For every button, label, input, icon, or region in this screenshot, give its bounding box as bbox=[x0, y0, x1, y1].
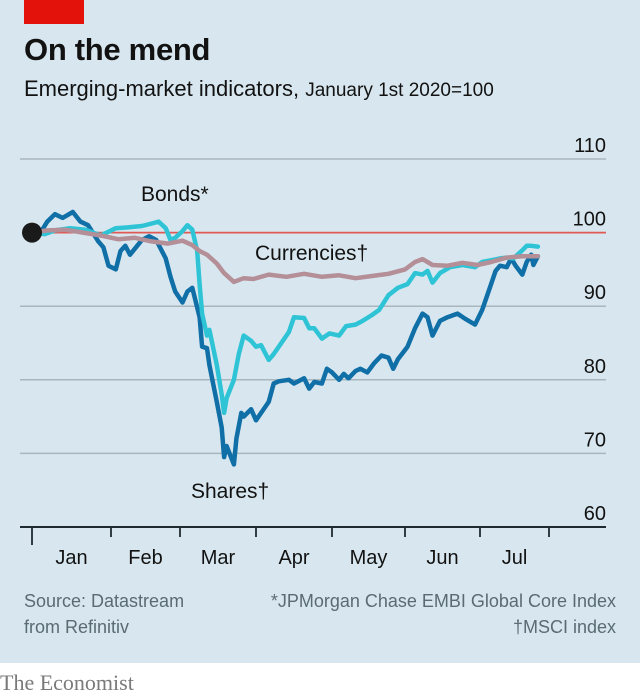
x-tick-label: Apr bbox=[278, 547, 309, 569]
x-tick-label: Mar bbox=[201, 547, 236, 569]
x-tick-label: Jul bbox=[502, 547, 528, 569]
series-line-bonds bbox=[29, 219, 541, 416]
footnote-bonds: *JPMorgan Chase EMBI Global Core Index bbox=[270, 591, 616, 611]
series-annotations: Bonds* Currencies† Shares† bbox=[141, 183, 368, 503]
start-marker bbox=[22, 222, 42, 243]
subtitle-main: Emerging-market indicators, bbox=[24, 76, 300, 101]
y-tick-label: 90 bbox=[584, 282, 606, 304]
chart-subtitle: Emerging-market indicators, January 1st … bbox=[24, 76, 494, 102]
y-tick-label: 100 bbox=[573, 209, 606, 231]
y-tick-label: 110 bbox=[574, 135, 606, 157]
series-line-shares bbox=[29, 209, 541, 467]
publisher-logo: The Economist bbox=[0, 670, 134, 695]
y-tick-label: 80 bbox=[584, 356, 606, 378]
source-line-1: Source: Datastream bbox=[24, 591, 185, 611]
annotation-shares: Shares† bbox=[191, 480, 269, 503]
series-lines bbox=[29, 209, 541, 467]
footnote-msci: †MSCI index bbox=[512, 617, 616, 637]
chart-title: On the mend bbox=[24, 32, 211, 67]
gridlines bbox=[20, 158, 606, 455]
x-tick-label: Jan bbox=[55, 547, 87, 569]
source-note: Source: Datastream from Refinitiv bbox=[24, 588, 184, 640]
y-tick-label: 60 bbox=[584, 503, 606, 525]
x-axis: Jan Feb Mar Apr May Jun Jul bbox=[20, 526, 606, 569]
annotation-currencies: Currencies† bbox=[255, 242, 368, 265]
brand-red-bar bbox=[24, 0, 84, 24]
chart-panel bbox=[0, 0, 640, 663]
subtitle-unit: January 1st 2020=100 bbox=[305, 80, 494, 101]
footnotes: *JPMorgan Chase EMBI Global Core Index †… bbox=[271, 588, 616, 640]
x-tick-label: Jun bbox=[426, 547, 458, 569]
x-tick-label: Feb bbox=[128, 547, 162, 569]
source-line-2: from Refinitiv bbox=[24, 617, 130, 637]
series-line-currencies bbox=[29, 227, 541, 285]
y-axis-labels: 110 100 90 80 70 60 bbox=[573, 135, 606, 525]
annotation-bonds: Bonds* bbox=[141, 183, 209, 206]
y-tick-label: 70 bbox=[584, 429, 606, 451]
x-tick-label: May bbox=[350, 547, 388, 569]
line-chart: 110 100 90 80 70 60 Jan Feb Mar Apr May Jun Jul Bon… bbox=[20, 135, 606, 569]
